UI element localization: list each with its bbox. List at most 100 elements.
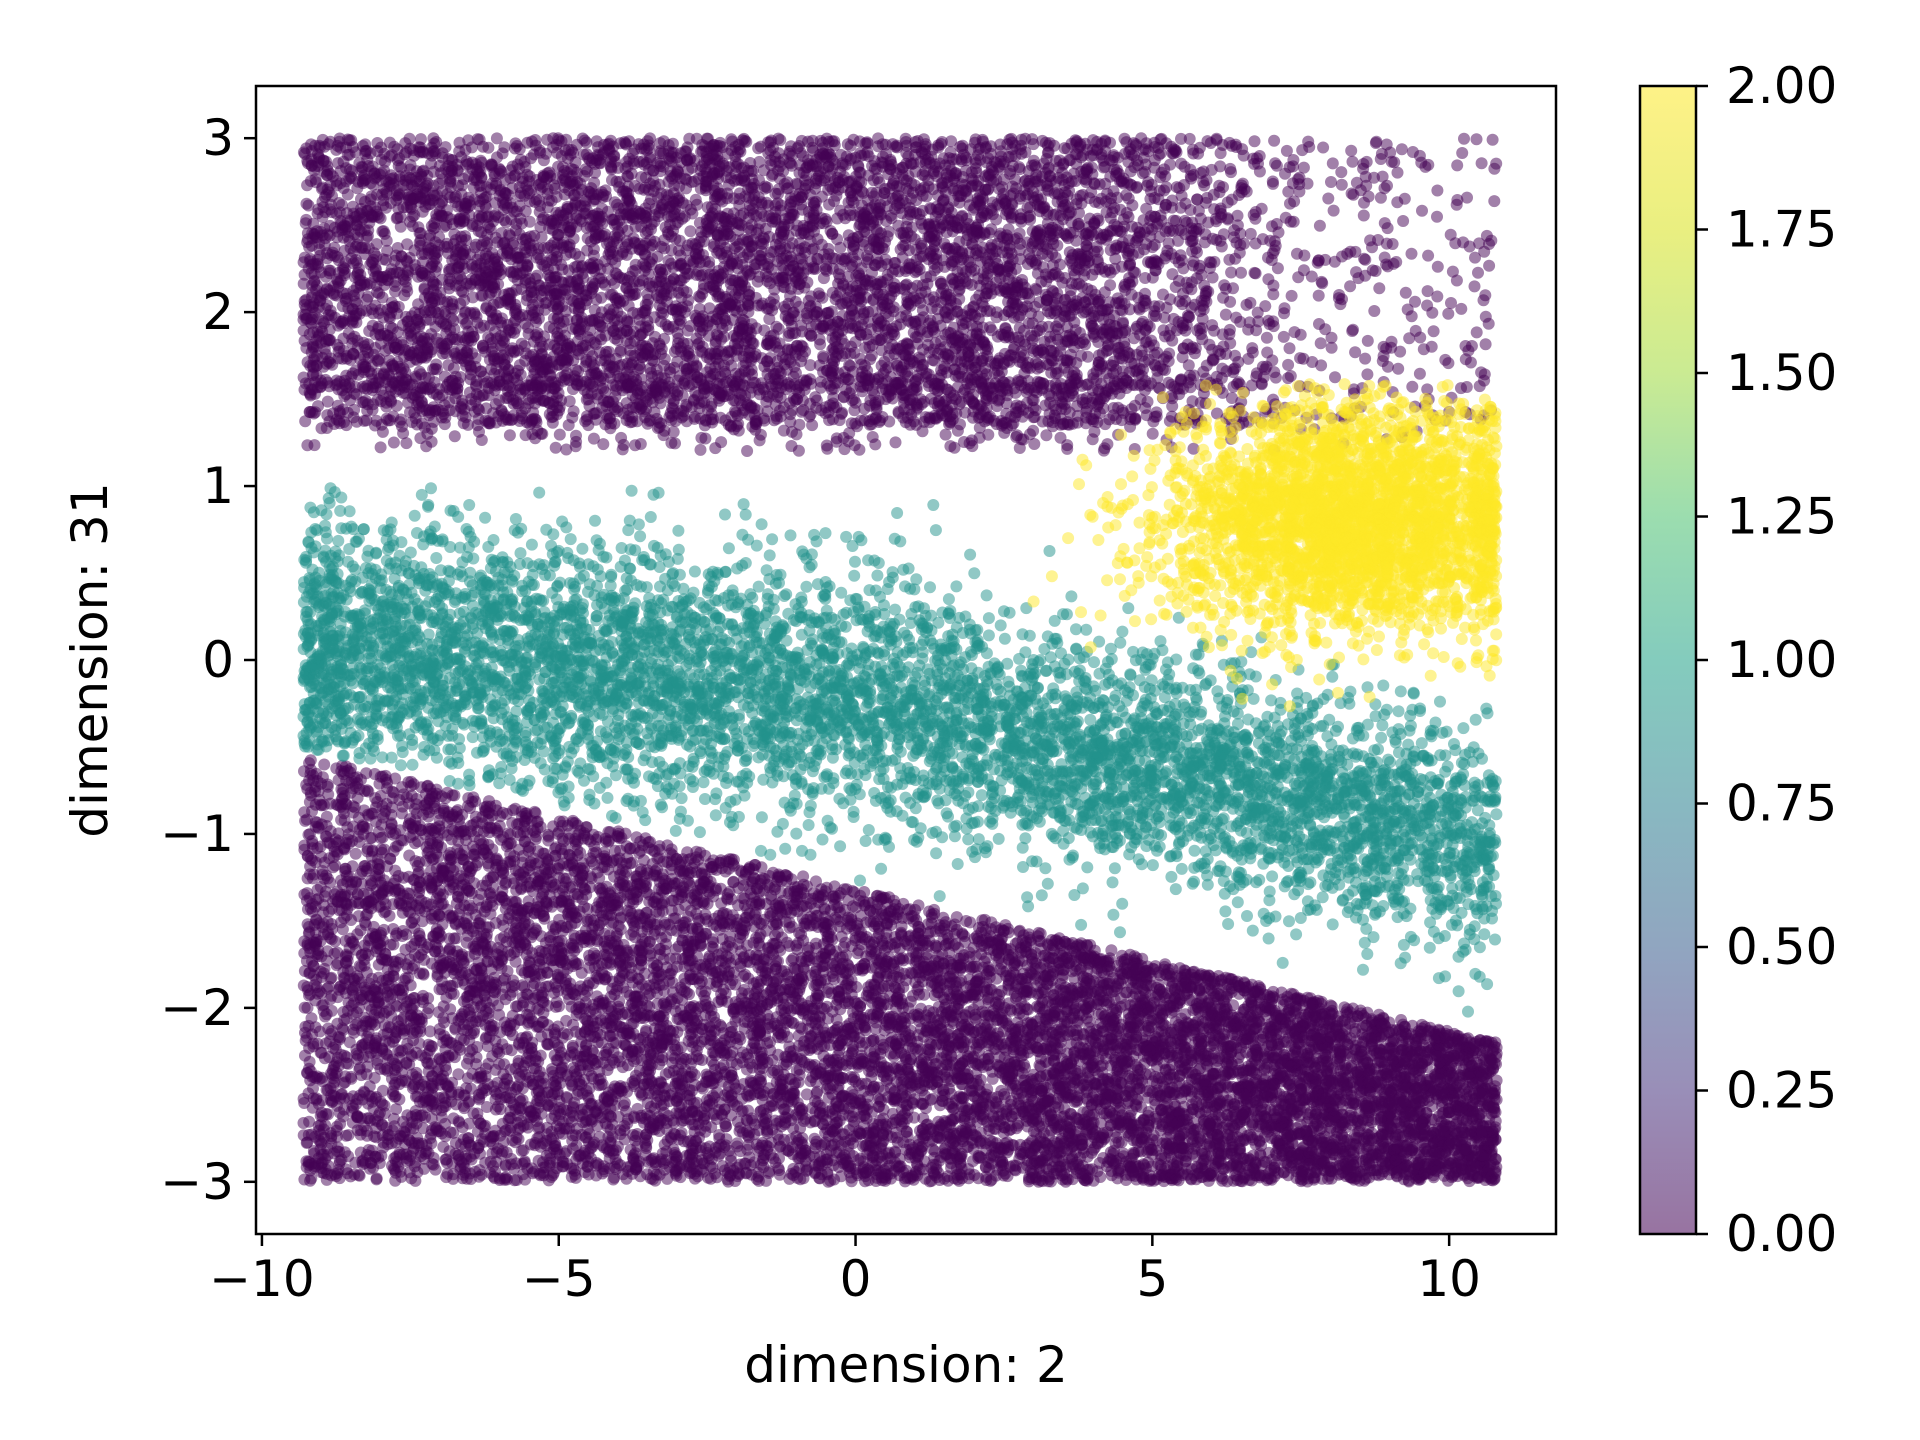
scatter-point bbox=[1482, 317, 1495, 330]
scatter-point bbox=[935, 213, 948, 226]
scatter-point bbox=[859, 137, 872, 150]
scatter-point bbox=[1078, 333, 1091, 346]
scatter-point bbox=[923, 380, 935, 392]
scatter-point bbox=[1326, 157, 1339, 170]
scatter-point bbox=[1268, 134, 1281, 147]
scatter-point bbox=[1198, 294, 1211, 307]
scatter-point bbox=[665, 436, 678, 449]
scatter-point bbox=[939, 428, 952, 441]
scatter-point bbox=[449, 405, 462, 418]
scatter-point bbox=[1294, 352, 1307, 365]
scatter-point bbox=[1256, 360, 1269, 373]
scatter-point bbox=[400, 437, 413, 450]
scatter-point bbox=[300, 197, 313, 210]
scatter-point bbox=[642, 293, 655, 306]
scatter-point bbox=[321, 395, 334, 408]
scatter-point bbox=[1385, 155, 1398, 168]
scatter-point bbox=[991, 237, 1004, 250]
scatter-point bbox=[552, 311, 565, 324]
scatter-point bbox=[1358, 196, 1370, 209]
scatter-point bbox=[1032, 310, 1045, 323]
scatter-point bbox=[1228, 231, 1240, 244]
scatter-point bbox=[767, 368, 780, 381]
scatter-point bbox=[1374, 191, 1387, 204]
scatter-point bbox=[1175, 132, 1187, 145]
scatter-point bbox=[887, 305, 900, 318]
scatter-point bbox=[1445, 297, 1457, 309]
scatter-point bbox=[1225, 392, 1238, 404]
scatter-point bbox=[588, 304, 601, 317]
scatter-point bbox=[934, 277, 947, 290]
scatter-point bbox=[1278, 307, 1290, 320]
scatter-point bbox=[1051, 239, 1064, 252]
scatter-point bbox=[1011, 429, 1023, 442]
scatter-point bbox=[1138, 243, 1151, 256]
scatter-point bbox=[1224, 337, 1237, 350]
scatter-point bbox=[1122, 192, 1135, 205]
scatter-point bbox=[1139, 324, 1152, 337]
scatter-point bbox=[1298, 249, 1311, 262]
scatter-point bbox=[715, 436, 728, 449]
scatter-point bbox=[1462, 344, 1475, 357]
scatter-point bbox=[1458, 132, 1470, 145]
scatter-point bbox=[1431, 260, 1444, 273]
scatter-point bbox=[1157, 288, 1169, 301]
scatter-point bbox=[1426, 306, 1439, 319]
scatter-point bbox=[566, 411, 579, 424]
scatter-point bbox=[1186, 395, 1199, 408]
scatter-point bbox=[1325, 341, 1338, 354]
scatter-point bbox=[760, 196, 773, 209]
scatter-point bbox=[1058, 142, 1071, 155]
scatter-point bbox=[1306, 356, 1319, 368]
scatter-point bbox=[1207, 188, 1220, 201]
scatter-point bbox=[502, 228, 515, 241]
scatter-point bbox=[1174, 201, 1187, 214]
scatter-point bbox=[1416, 204, 1428, 217]
scatter-point bbox=[1468, 280, 1481, 293]
scatter-point bbox=[358, 248, 371, 260]
scatter-point bbox=[1361, 368, 1374, 381]
scatter-point bbox=[1282, 358, 1295, 371]
scatter-point bbox=[1322, 192, 1335, 205]
scatter-point bbox=[1238, 237, 1250, 250]
scatter-point bbox=[577, 271, 590, 284]
scatter-point bbox=[935, 364, 948, 377]
scatter-point bbox=[448, 347, 461, 360]
scatter-point bbox=[932, 189, 945, 202]
scatter-point bbox=[1483, 259, 1496, 272]
scatter-point bbox=[1248, 266, 1261, 279]
scatter-point bbox=[1150, 410, 1163, 423]
scatter-point bbox=[1359, 352, 1372, 365]
scatter-point bbox=[1346, 155, 1359, 168]
scatter-point bbox=[553, 428, 566, 441]
scatter-point bbox=[843, 427, 856, 440]
scatter-point bbox=[863, 341, 876, 353]
scatter-point bbox=[1391, 196, 1404, 209]
scatter-point bbox=[1422, 249, 1435, 262]
scatter-point bbox=[1473, 380, 1486, 393]
scatter-point bbox=[1085, 186, 1098, 199]
scatter-point bbox=[1235, 266, 1247, 279]
scatter-point bbox=[785, 440, 798, 452]
scatter-point bbox=[1359, 253, 1372, 266]
scatter-point bbox=[1240, 298, 1253, 311]
scatter-point bbox=[914, 250, 927, 263]
scatter-point bbox=[1395, 143, 1408, 156]
scatter-point bbox=[1421, 285, 1434, 298]
scatter-point bbox=[789, 367, 802, 379]
scatter-point bbox=[1146, 271, 1159, 284]
scatter-point bbox=[1325, 331, 1338, 344]
scatter-point bbox=[1197, 365, 1210, 378]
scatter-point bbox=[444, 181, 457, 194]
scatter-point bbox=[1026, 255, 1038, 267]
scatter-point bbox=[684, 225, 697, 238]
scatter-point bbox=[615, 431, 628, 444]
scatter-point bbox=[448, 430, 461, 443]
scatter-point bbox=[1427, 325, 1440, 338]
scatter-point bbox=[1392, 362, 1405, 375]
scatter-point bbox=[370, 414, 383, 427]
scatter-point bbox=[1349, 346, 1362, 359]
scatter-point bbox=[1219, 308, 1232, 321]
scatter-point bbox=[1303, 141, 1316, 153]
scatter-point bbox=[1120, 207, 1133, 219]
